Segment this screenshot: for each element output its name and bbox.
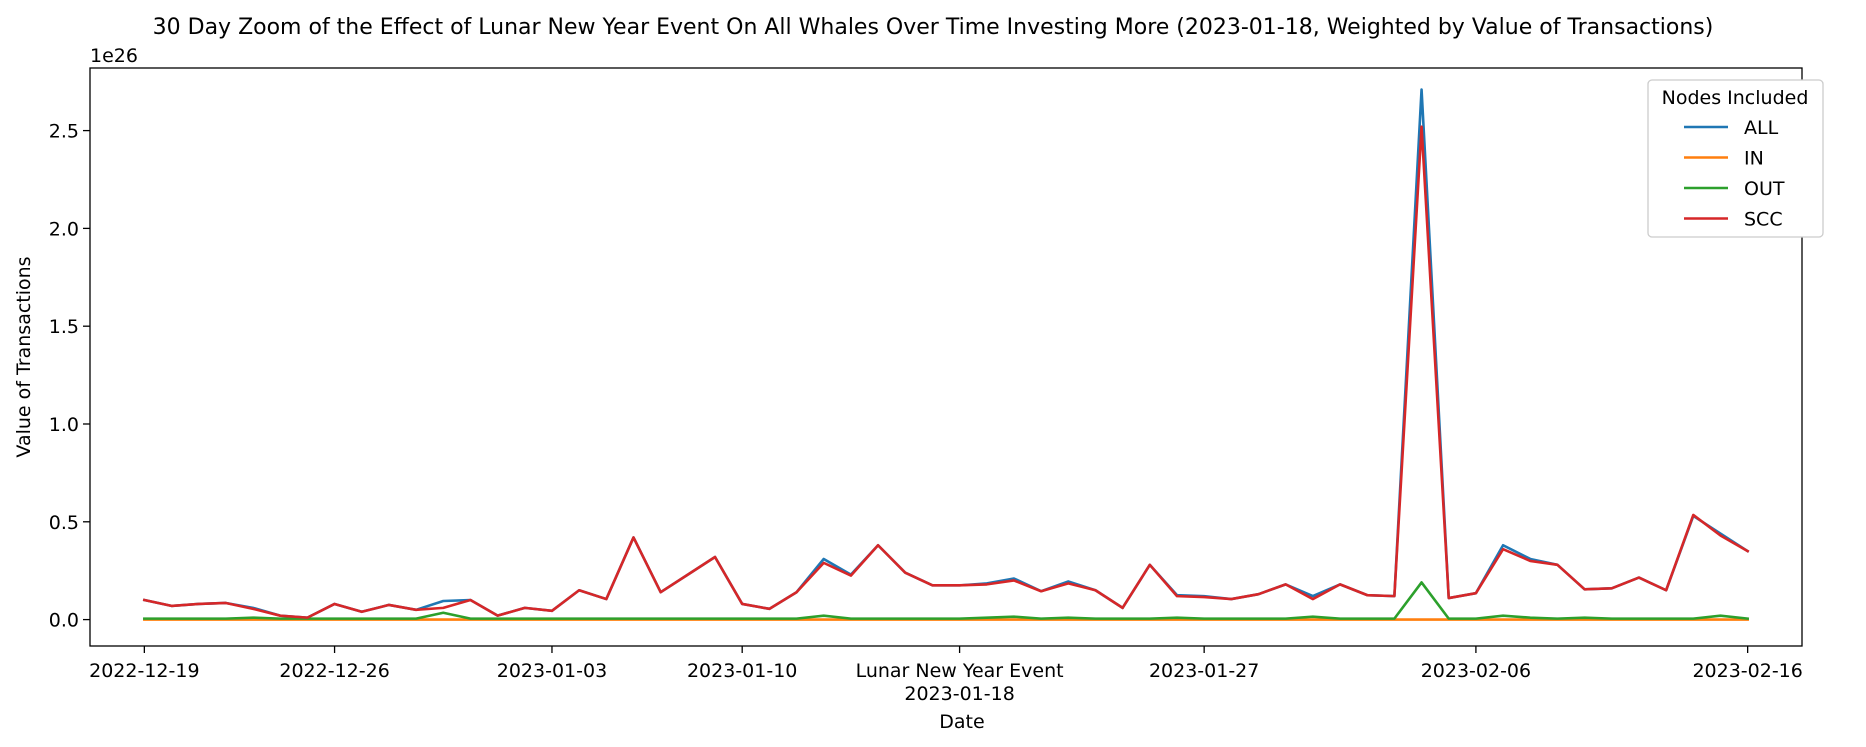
series-line-all <box>142 88 1750 619</box>
y-tick-label: 1.0 <box>49 414 79 436</box>
x-axis-label: Date <box>939 711 984 733</box>
series-layer <box>142 88 1750 621</box>
y-tick-label: 2.5 <box>49 121 79 143</box>
y-tick-label: 1.5 <box>49 316 79 338</box>
legend-label-all: ALL <box>1744 117 1779 139</box>
legend-box <box>1647 79 1824 238</box>
x-tick-label: Lunar New Year Event <box>856 660 1064 682</box>
legend-label-scc: SCC <box>1744 209 1783 231</box>
y-tick-label: 2.0 <box>49 218 79 240</box>
legend: Nodes Included ALL IN OUT SCC <box>1647 79 1824 238</box>
legend-label-in: IN <box>1744 148 1764 170</box>
chart-title: 30 Day Zoom of the Effect of Lunar New Y… <box>153 15 1714 40</box>
x-tick-label: 2023-01-03 <box>497 660 607 682</box>
y-scale-label: 1e26 <box>90 45 138 67</box>
y-tick-label: 0.0 <box>49 610 79 632</box>
x-tick-label-secondary: 2023-01-18 <box>904 683 1014 705</box>
series-line-scc <box>142 125 1750 619</box>
y-axis: 0.0 0.5 1.0 1.5 2.0 2.5 <box>49 121 90 632</box>
legend-entries: ALL IN OUT SCC <box>1684 117 1785 231</box>
legend-label-out: OUT <box>1744 178 1785 200</box>
series-line-out <box>143 581 1750 621</box>
x-tick-label: 2023-01-10 <box>687 660 797 682</box>
x-tick-label: 2023-02-06 <box>1421 660 1531 682</box>
x-tick-label: 2023-02-16 <box>1692 660 1802 682</box>
x-tick-label: 2023-01-27 <box>1149 660 1259 682</box>
x-tick-label: 2022-12-19 <box>89 660 199 682</box>
y-tick-label: 0.5 <box>49 512 79 534</box>
x-axis: 2022-12-19 2022-12-26 2023-01-03 2023-01-10… <box>89 646 1803 705</box>
plot-frame <box>89 67 1803 647</box>
x-tick-label: 2022-12-26 <box>279 660 389 682</box>
y-axis-label: Value of Transactions <box>13 256 35 457</box>
legend-title: Nodes Included <box>1662 87 1809 109</box>
